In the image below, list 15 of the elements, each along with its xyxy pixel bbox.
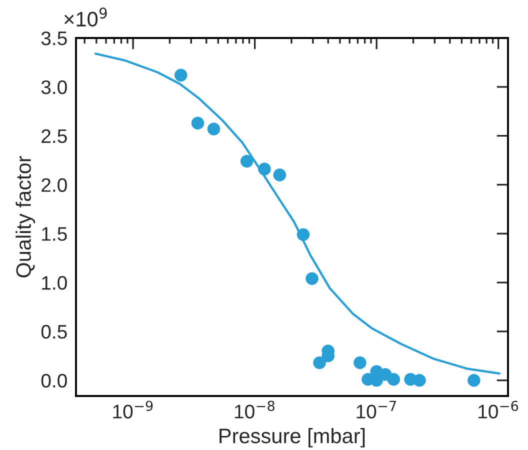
x-tick-label: 10$^{−9}$ [113,400,153,418]
y-tick-label: 0.0 [41,374,67,388]
x-tick-label: 10$^{−8}$ [235,400,274,418]
y-tick-label: 1.5 [42,227,67,241]
text: ×10$^{9}$ [64,8,107,27]
x-tick-label: 10$^{−7}$ [356,400,396,418]
y-tick-label: 3.5 [41,31,67,46]
y-tick-label: 2.0 [42,178,67,192]
y-axis-title: Quality factor [16,156,36,278]
y-tick-label: 3.0 [41,80,67,94]
x-tick-label: 10$^{−6}$ [478,400,518,418]
y-tick-label: 0.5 [41,324,67,339]
x-axis-title: Pressure [mbar] [220,428,365,448]
y-tick-label: 1.0 [42,276,67,290]
y-tick-label: 2.5 [42,129,67,144]
